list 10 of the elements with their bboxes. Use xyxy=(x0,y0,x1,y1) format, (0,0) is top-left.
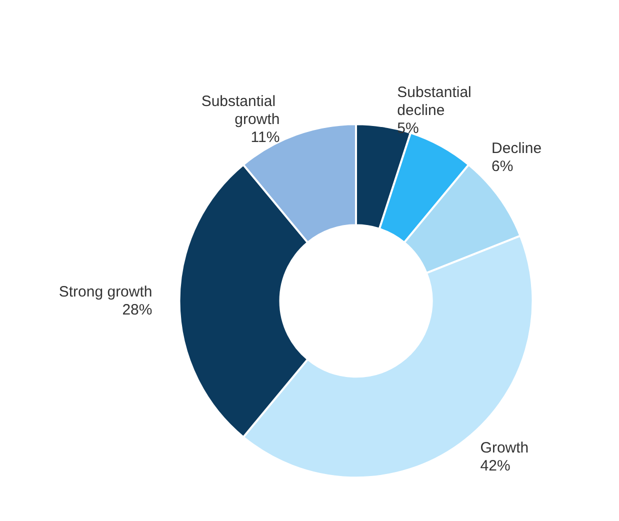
slice-label: Substantial growth xyxy=(201,93,280,128)
slice-label: Growth xyxy=(480,439,529,456)
data-label: 42% xyxy=(480,457,510,474)
data-label: 6% xyxy=(492,158,514,176)
slice-label: Strong growth xyxy=(58,283,152,300)
slice-label: Decline xyxy=(492,140,542,158)
data-label: 11% xyxy=(250,129,280,146)
slice-label: Substantial decline xyxy=(397,84,476,120)
data-label: 28% xyxy=(122,301,152,318)
data-label: 5% xyxy=(397,120,419,138)
